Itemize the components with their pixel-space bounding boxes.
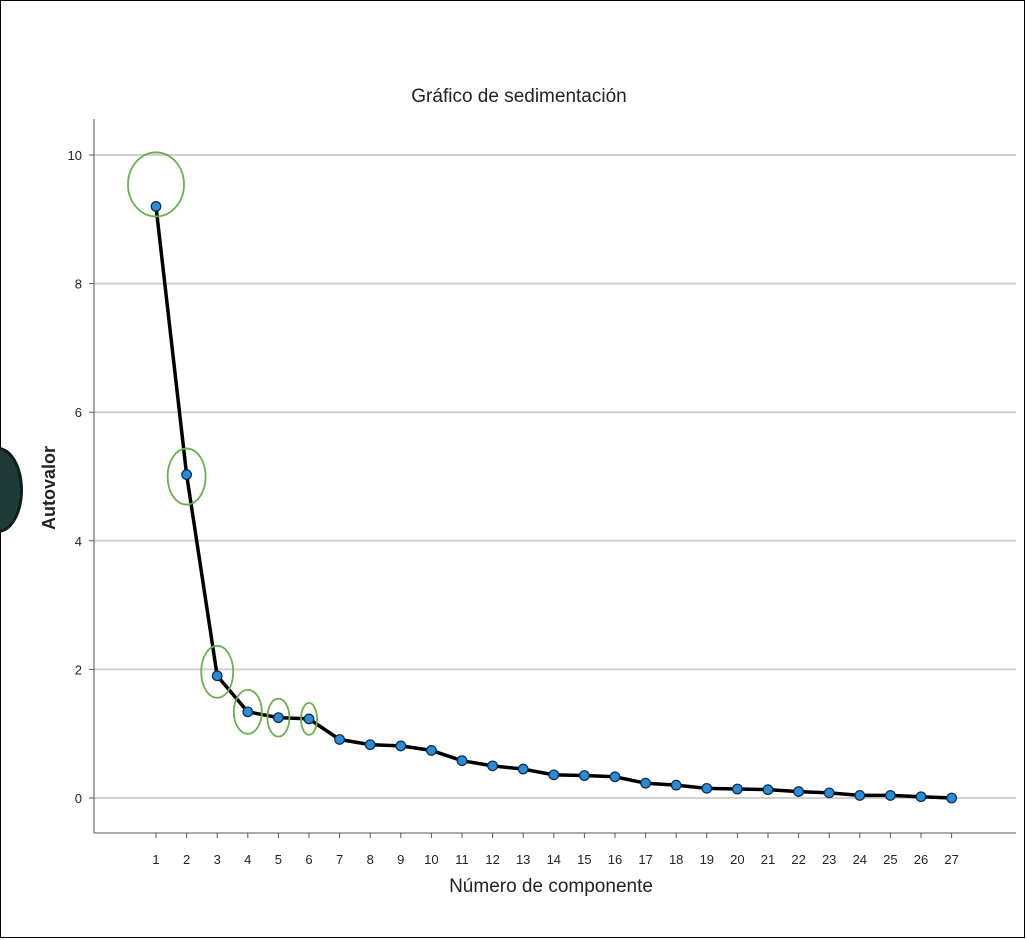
data-point-21 xyxy=(762,784,774,796)
data-point-14 xyxy=(548,769,560,781)
highlight-circle-3 xyxy=(200,644,235,699)
y-tick-label-10: 10 xyxy=(68,148,82,163)
data-point-12 xyxy=(487,760,499,772)
data-point-1 xyxy=(150,201,162,212)
data-point-20 xyxy=(732,783,743,795)
x-tick-label-12: 12 xyxy=(485,852,499,867)
x-tick-label-22: 22 xyxy=(791,852,805,867)
x-tick-label-7: 7 xyxy=(336,852,343,867)
data-point-8 xyxy=(364,739,376,751)
data-points xyxy=(150,201,957,804)
data-point-2 xyxy=(181,469,193,480)
x-tick-label-1: 1 xyxy=(152,852,159,867)
highlight-circle-2 xyxy=(166,447,207,506)
x-tick-label-10: 10 xyxy=(424,852,438,867)
x-tick-label-21: 21 xyxy=(761,852,775,867)
chart-title: Gráfico de sedimentación xyxy=(411,86,626,107)
data-point-19 xyxy=(701,782,713,794)
data-point-11 xyxy=(456,755,468,767)
data-point-16 xyxy=(609,771,621,783)
x-tick-label-16: 16 xyxy=(608,852,622,867)
data-point-25 xyxy=(885,790,896,801)
x-tick-label-2: 2 xyxy=(183,852,190,867)
x-tick-label-6: 6 xyxy=(305,852,312,867)
x-tick-label-20: 20 xyxy=(730,852,744,867)
eigenvalue-line xyxy=(154,206,952,800)
x-tick-labels: 1 2 3 4 5 6 7 8 9 10 11 12 13 14 15 16 17 18 19 20 21 22 23 24 2… xyxy=(152,833,959,867)
x-tick-label-17: 17 xyxy=(638,852,652,867)
data-point-17 xyxy=(640,777,651,789)
data-point-15 xyxy=(579,770,590,781)
y-tick-label-4: 4 xyxy=(75,534,82,549)
x-tick-label-19: 19 xyxy=(700,852,714,867)
highlight-circle-1 xyxy=(127,151,185,218)
x-tick-label-11: 11 xyxy=(455,852,469,867)
gridlines xyxy=(94,154,1016,799)
x-tick-label-9: 9 xyxy=(397,852,404,867)
x-tick-label-27: 27 xyxy=(944,852,958,867)
x-tick-label-14: 14 xyxy=(547,852,561,867)
x-axis-label: Número de componente xyxy=(449,876,653,897)
x-tick-label-23: 23 xyxy=(822,852,836,867)
y-tick-label-2: 2 xyxy=(75,662,82,677)
x-tick-label-8: 8 xyxy=(367,852,374,867)
data-point-5 xyxy=(273,712,284,724)
x-tick-label-24: 24 xyxy=(853,852,867,867)
highlight-circle-5 xyxy=(266,697,291,738)
data-point-3 xyxy=(211,670,223,682)
data-point-10 xyxy=(426,745,437,756)
data-point-7 xyxy=(334,734,346,745)
data-point-4 xyxy=(242,706,254,718)
y-tick-label-0: 0 xyxy=(75,791,82,806)
x-tick-label-3: 3 xyxy=(214,852,221,867)
y-tick-labels: 0 2 4 6 8 10 xyxy=(68,148,94,806)
eigenvalue-series xyxy=(154,206,952,800)
highlight-circles xyxy=(127,151,318,738)
x-tick-label-15: 15 xyxy=(577,852,591,867)
data-point-13 xyxy=(517,763,529,775)
data-point-22 xyxy=(793,786,804,797)
x-tick-label-4: 4 xyxy=(244,852,251,867)
y-axis-label: Autovalor xyxy=(39,446,59,530)
x-tick-label-18: 18 xyxy=(669,852,683,867)
y-tick-label-6: 6 xyxy=(75,405,82,420)
data-point-6 xyxy=(303,713,315,725)
data-point-9 xyxy=(395,740,407,752)
data-point-24 xyxy=(854,790,866,801)
highlight-circle-6 xyxy=(300,702,318,736)
data-point-26 xyxy=(915,791,927,803)
data-point-23 xyxy=(823,787,835,799)
x-tick-label-25: 25 xyxy=(883,852,897,867)
x-tick-label-26: 26 xyxy=(914,852,928,867)
data-point-18 xyxy=(670,779,682,791)
x-tick-label-5: 5 xyxy=(275,852,282,867)
y-tick-label-8: 8 xyxy=(75,277,82,292)
highlight-circle-4 xyxy=(232,688,263,735)
axes xyxy=(93,119,1016,834)
data-point-27 xyxy=(946,792,957,804)
x-tick-label-13: 13 xyxy=(516,852,530,867)
